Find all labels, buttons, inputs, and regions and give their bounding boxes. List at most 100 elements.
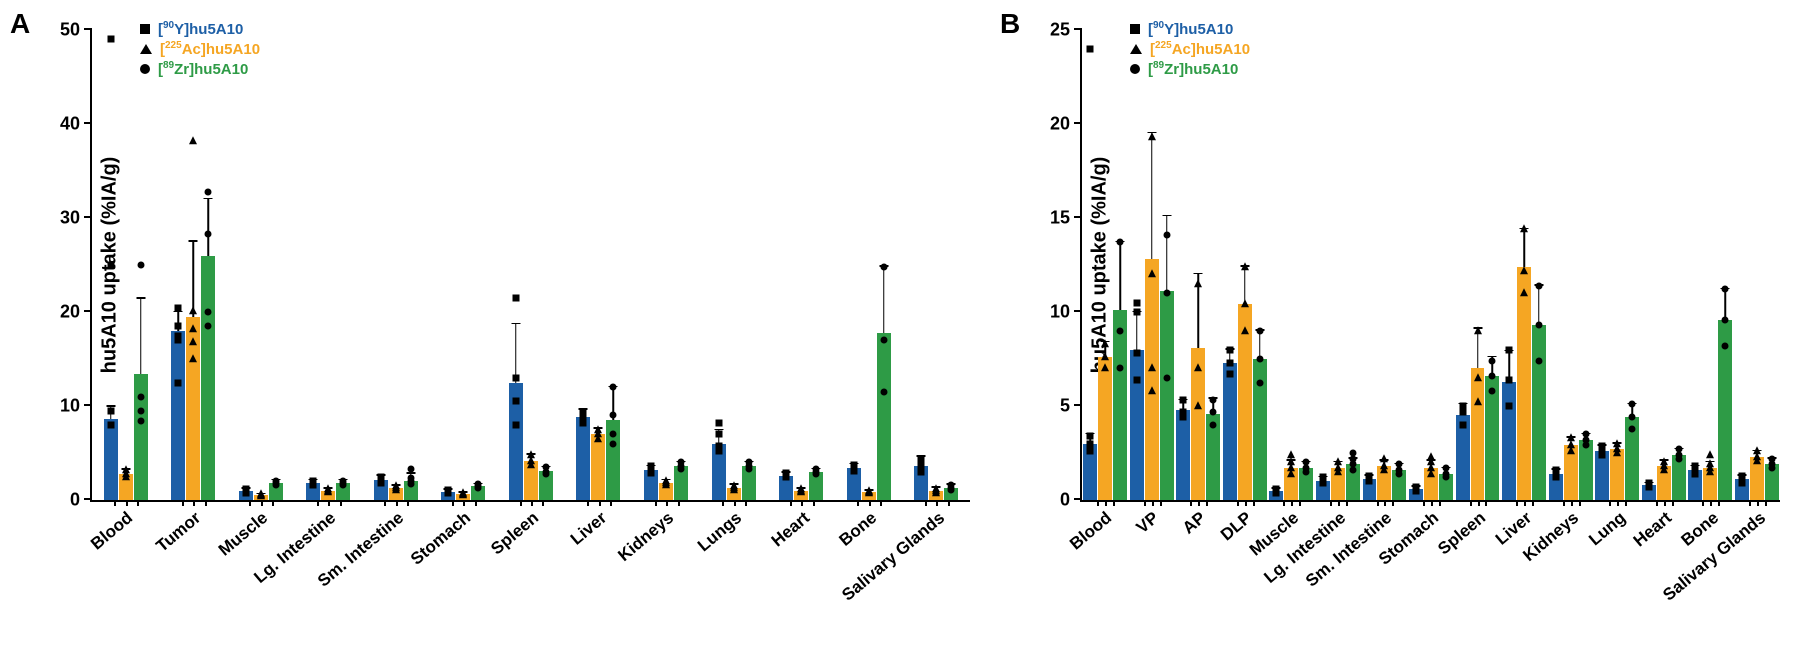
bar xyxy=(104,419,118,500)
bar-group xyxy=(1315,30,1362,500)
x-label: Blood xyxy=(1080,502,1127,662)
data-point-triangle xyxy=(324,484,332,492)
y-tick-label: 0 xyxy=(70,490,92,511)
data-point-circle xyxy=(1722,286,1729,293)
data-point-triangle xyxy=(122,465,130,473)
data-point-square xyxy=(377,473,384,480)
bar xyxy=(404,481,418,500)
bar xyxy=(1625,417,1639,500)
bar xyxy=(1363,479,1377,500)
data-point-triangle xyxy=(392,481,400,489)
y-tick-label: 20 xyxy=(1050,114,1082,135)
bar xyxy=(712,444,726,500)
bar-group xyxy=(767,30,835,500)
x-label-text: Liver xyxy=(567,508,611,549)
data-point-square xyxy=(1087,45,1094,52)
data-point-triangle xyxy=(189,324,197,332)
x-label: AP xyxy=(1173,502,1220,662)
data-point-triangle xyxy=(1287,458,1295,466)
bar xyxy=(1176,410,1190,500)
data-point-square xyxy=(783,469,790,476)
data-point-triangle xyxy=(1706,450,1714,458)
bar xyxy=(1532,325,1546,500)
data-point-square xyxy=(715,419,722,426)
data-point-circle xyxy=(1489,387,1496,394)
legend-row: [90Y]hu5A10 xyxy=(1130,20,1250,38)
x-label-text: Blood xyxy=(1066,508,1116,554)
data-point-triangle xyxy=(1148,132,1156,140)
bars-row xyxy=(92,30,970,500)
data-point-square xyxy=(107,421,114,428)
bar-group xyxy=(1594,30,1641,500)
legend-marker-square xyxy=(140,24,150,34)
x-label-text: Lungs xyxy=(694,508,746,556)
data-point-square xyxy=(1319,474,1326,481)
x-label: VP xyxy=(1127,502,1174,662)
data-point-square xyxy=(715,442,722,449)
data-point-circle xyxy=(610,431,617,438)
error-line xyxy=(1151,133,1153,259)
bar-group xyxy=(1082,30,1129,500)
bar xyxy=(1765,464,1779,500)
bar xyxy=(1517,267,1531,500)
x-label: Spleen xyxy=(496,502,564,662)
data-point-triangle xyxy=(1148,364,1156,372)
bar xyxy=(576,417,590,500)
data-point-circle xyxy=(205,188,212,195)
x-label: Blood xyxy=(90,502,158,662)
x-label-text: VP xyxy=(1133,508,1163,538)
error-line xyxy=(1477,329,1479,368)
data-point-circle xyxy=(137,262,144,269)
data-point-circle xyxy=(1489,357,1496,364)
error-line xyxy=(1119,242,1121,310)
data-point-circle xyxy=(1256,356,1263,363)
bar xyxy=(1688,470,1702,500)
x-label: Heart xyxy=(767,502,835,662)
bar xyxy=(606,420,620,500)
data-point-triangle xyxy=(1148,386,1156,394)
data-point-square xyxy=(1459,421,1466,428)
bar-group xyxy=(92,30,160,500)
data-point-circle xyxy=(1722,316,1729,323)
data-point-triangle xyxy=(1148,270,1156,278)
bar xyxy=(374,480,388,500)
data-point-square xyxy=(242,489,249,496)
bar xyxy=(1502,382,1516,500)
data-point-square xyxy=(1087,433,1094,440)
data-point-circle xyxy=(407,466,414,473)
data-point-circle xyxy=(813,466,820,473)
data-point-square xyxy=(1133,350,1140,357)
data-point-circle xyxy=(1442,465,1449,472)
bar xyxy=(847,468,861,500)
bar xyxy=(1316,481,1330,500)
legend-marker-circle xyxy=(1130,64,1140,74)
data-point-circle xyxy=(1396,461,1403,468)
data-point-square xyxy=(175,305,182,312)
data-point-triangle xyxy=(1101,352,1109,360)
data-point-circle xyxy=(1535,357,1542,364)
data-point-square xyxy=(1087,448,1094,455)
data-point-triangle xyxy=(1194,364,1202,372)
bar-group xyxy=(227,30,295,500)
bar-group xyxy=(1454,30,1501,500)
data-point-circle xyxy=(1117,365,1124,372)
data-point-triangle xyxy=(189,337,197,345)
data-point-circle xyxy=(880,337,887,344)
data-point-circle xyxy=(1210,397,1217,404)
data-point-circle xyxy=(1535,322,1542,329)
bar-group xyxy=(632,30,700,500)
bar xyxy=(1439,474,1453,500)
bar xyxy=(186,317,200,500)
x-label: Kidneys xyxy=(632,502,700,662)
bar xyxy=(862,492,876,500)
error-line xyxy=(208,199,210,255)
bar xyxy=(1672,455,1686,500)
y-tick-label: 0 xyxy=(1060,490,1082,511)
data-point-circle xyxy=(1535,282,1542,289)
data-point-square xyxy=(512,374,519,381)
bar-group xyxy=(1501,30,1548,500)
bar xyxy=(1657,466,1671,500)
bar xyxy=(1145,259,1159,500)
data-point-triangle xyxy=(1567,441,1575,449)
legend-label: [90Y]hu5A10 xyxy=(158,20,243,38)
